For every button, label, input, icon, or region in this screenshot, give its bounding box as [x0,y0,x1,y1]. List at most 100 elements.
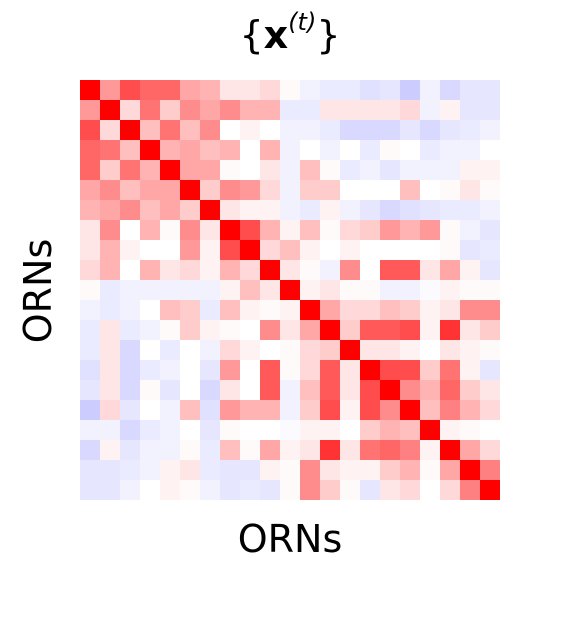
heatmap-cell-13-4 [160,340,181,361]
heatmap-cell-1-9 [260,100,281,121]
heatmap-cell-0-6 [200,80,221,101]
heatmap-cell-5-11 [300,180,321,201]
heatmap-cell-15-18 [440,380,461,401]
heatmap-cell-2-8 [240,120,261,141]
heatmap-cell-15-6 [200,380,221,401]
heatmap-cell-12-6 [200,320,221,341]
heatmap-cell-12-1 [100,320,121,341]
heatmap-cell-16-14 [360,400,381,421]
heatmap-cell-14-5 [180,360,201,381]
heatmap-cell-11-2 [120,300,141,321]
heatmap-cell-11-13 [340,300,361,321]
heatmap-cell-9-14 [360,260,381,281]
heatmap-cell-10-19 [460,280,481,301]
heatmap-cell-7-9 [260,220,281,241]
heatmap-cell-5-15 [380,180,401,201]
heatmap-cell-18-7 [220,440,241,461]
heatmap-cell-11-5 [180,300,201,321]
heatmap-cell-14-19 [460,360,481,381]
heatmap-cell-0-20 [480,80,500,101]
heatmap-cell-17-1 [100,420,121,441]
heatmap-cell-0-16 [400,80,421,101]
heatmap-cell-12-8 [240,320,261,341]
heatmap-cell-0-0 [80,80,101,101]
heatmap-cell-10-15 [380,280,401,301]
heatmap-cell-18-10 [280,440,301,461]
heatmap-cell-17-0 [80,420,101,441]
heatmap-cell-6-5 [180,200,201,221]
title-superscript: (t) [288,8,317,36]
heatmap-cell-0-11 [300,80,321,101]
heatmap-cell-0-4 [160,80,181,101]
title-close-brace: } [316,13,341,57]
heatmap-cell-8-16 [400,240,421,261]
heatmap-cell-12-18 [440,320,461,341]
heatmap-cell-9-18 [440,260,461,281]
heatmap-cell-3-15 [380,140,401,161]
heatmap-cell-14-3 [140,360,161,381]
heatmap-cell-8-1 [100,240,121,261]
heatmap-cell-17-18 [440,420,461,441]
heatmap-cell-8-4 [160,240,181,261]
heatmap-cell-4-13 [340,160,361,181]
heatmap-cell-3-4 [160,140,181,161]
heatmap-cell-11-19 [460,300,481,321]
heatmap-cell-8-0 [80,240,101,261]
heatmap-cell-11-20 [480,300,500,321]
heatmap-cell-12-5 [180,320,201,341]
heatmap-cell-20-15 [380,480,401,500]
heatmap-cell-1-1 [100,100,121,121]
heatmap-cell-1-18 [440,100,461,121]
heatmap-cell-0-10 [280,80,301,101]
heatmap-cell-16-3 [140,400,161,421]
heatmap-cell-11-14 [360,300,381,321]
heatmap-cell-15-19 [460,380,481,401]
heatmap-cell-2-3 [140,120,161,141]
heatmap-cell-12-15 [380,320,401,341]
heatmap-cell-9-20 [480,260,500,281]
heatmap-cell-16-7 [220,400,241,421]
heatmap-cell-19-1 [100,460,121,481]
heatmap-cell-4-0 [80,160,101,181]
heatmap-cell-15-14 [360,380,381,401]
heatmap-cell-3-6 [200,140,221,161]
heatmap-cell-3-14 [360,140,381,161]
heatmap-cell-18-19 [460,440,481,461]
heatmap-cell-8-3 [140,240,161,261]
heatmap-cell-14-4 [160,360,181,381]
heatmap-cell-0-13 [340,80,361,101]
heatmap-cell-9-12 [320,260,341,281]
heatmap-cell-2-19 [460,120,481,141]
heatmap-cell-9-17 [420,260,441,281]
heatmap-cell-6-20 [480,200,500,221]
heatmap-cell-3-8 [240,140,261,161]
heatmap-cell-6-15 [380,200,401,221]
heatmap-cell-17-13 [340,420,361,441]
heatmap-cell-10-2 [120,280,141,301]
heatmap-cell-10-17 [420,280,441,301]
heatmap [80,80,500,500]
heatmap-cell-13-6 [200,340,221,361]
heatmap-cell-7-19 [460,220,481,241]
heatmap-cell-5-8 [240,180,261,201]
heatmap-cell-4-8 [240,160,261,181]
heatmap-cell-3-12 [320,140,341,161]
heatmap-cell-1-20 [480,100,500,121]
heatmap-cell-20-10 [280,480,301,500]
heatmap-cell-2-17 [420,120,441,141]
heatmap-cell-1-17 [420,100,441,121]
heatmap-cell-9-0 [80,260,101,281]
heatmap-cell-3-19 [460,140,481,161]
heatmap-cell-1-4 [160,100,181,121]
title-open-brace: { [239,13,264,57]
heatmap-cell-15-9 [260,380,281,401]
heatmap-cell-8-18 [440,240,461,261]
heatmap-cell-18-4 [160,440,181,461]
heatmap-cell-13-13 [340,340,361,361]
heatmap-cell-10-16 [400,280,421,301]
heatmap-cell-6-12 [320,200,341,221]
heatmap-cell-16-10 [280,400,301,421]
heatmap-cell-4-18 [440,160,461,181]
heatmap-cell-9-13 [340,260,361,281]
heatmap-cell-7-12 [320,220,341,241]
